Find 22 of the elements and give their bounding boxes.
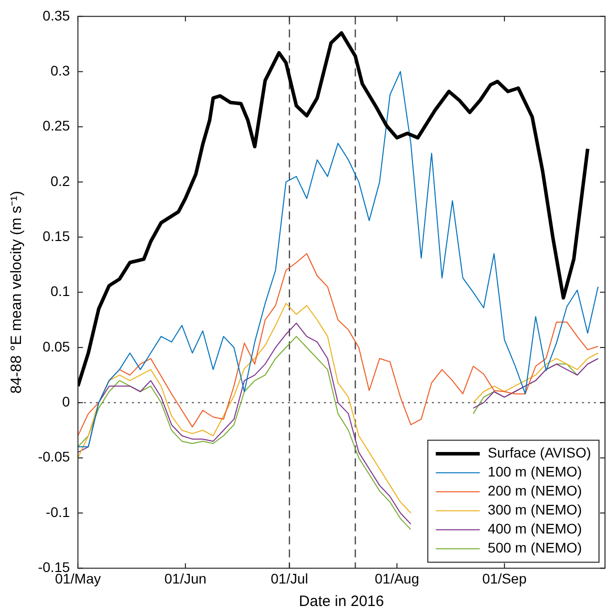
y-tick-label: 0: [62, 394, 70, 410]
legend-label: Surface (AVISO): [488, 444, 592, 461]
x-tick-label: 01/Aug: [374, 570, 420, 586]
y-tick-label: 0.05: [42, 338, 70, 354]
legend-label: 200 m (NEMO): [488, 482, 582, 499]
legend-label: 100 m (NEMO): [488, 464, 582, 480]
y-axis-title: 84-88 °E mean velocity (m s⁻¹): [8, 190, 26, 394]
y-tick-label: -0.1: [46, 504, 70, 520]
x-tick-label: 01/Sep: [482, 570, 527, 586]
x-tick-label: 01/Jun: [164, 570, 206, 586]
y-tick-label: 0.1: [50, 283, 70, 300]
x-tick-label: 01/Jul: [270, 570, 308, 586]
y-tick-label: 0.35: [42, 7, 70, 24]
x-axis-title: Date in 2016: [298, 593, 384, 610]
legend-label: 300 m (NEMO): [488, 502, 582, 518]
y-tick-label: 0.2: [50, 172, 70, 189]
legend-label: 400 m (NEMO): [488, 520, 582, 537]
y-tick-label: -0.05: [38, 448, 70, 465]
legend-label: 500 m (NEMO): [488, 540, 582, 556]
y-tick-label: 0.3: [50, 62, 70, 78]
y-tick-label: 0.15: [42, 228, 70, 244]
y-tick-label: 0.25: [42, 118, 70, 134]
